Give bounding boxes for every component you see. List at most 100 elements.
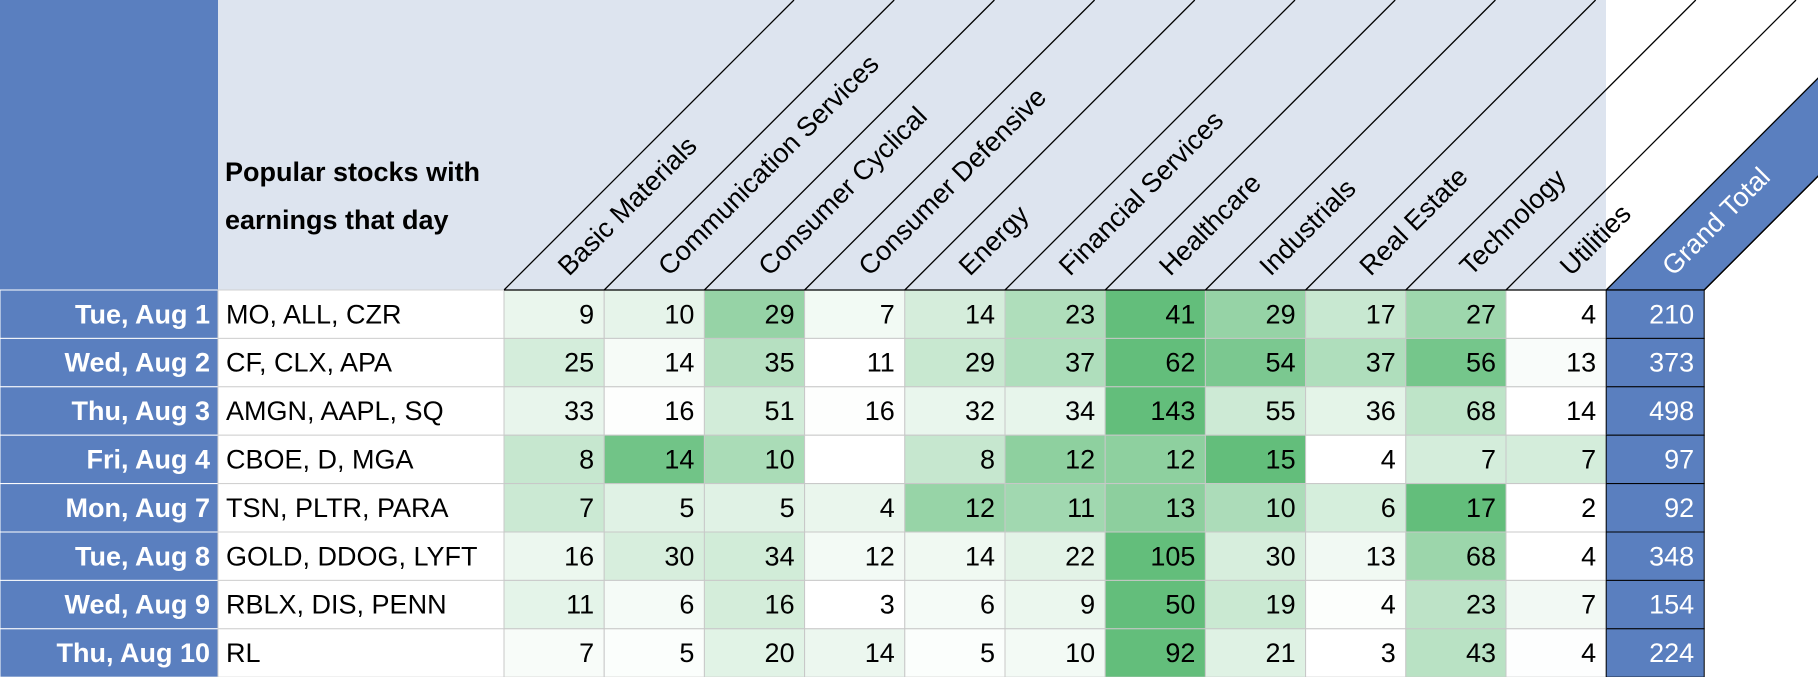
cell-value: 17 bbox=[1466, 493, 1496, 523]
cell-value: 15 bbox=[1266, 445, 1296, 475]
header-background bbox=[218, 0, 1606, 290]
cell-value: 23 bbox=[1065, 299, 1095, 329]
cell-value: 12 bbox=[865, 541, 895, 571]
cell-value: 25 bbox=[564, 348, 594, 378]
header-divider bbox=[904, 0, 1196, 291]
cell-value: 34 bbox=[765, 541, 795, 571]
cell-value: 10 bbox=[1266, 493, 1296, 523]
header-divider bbox=[1405, 0, 1697, 291]
cell-value: 21 bbox=[1266, 638, 1296, 668]
cell-value: 29 bbox=[765, 299, 795, 329]
cell-value: 56 bbox=[1466, 348, 1496, 378]
cell-value: 92 bbox=[1165, 638, 1195, 668]
heat-cell bbox=[1405, 386, 1507, 436]
date: Wed, Aug 2 bbox=[64, 348, 210, 378]
cell-value: 50 bbox=[1165, 590, 1195, 620]
cell-value: 13 bbox=[1366, 541, 1396, 571]
heat-cell bbox=[804, 483, 906, 533]
heat-cell bbox=[804, 434, 906, 485]
cell-value: 17 bbox=[1366, 299, 1396, 329]
heat-cell bbox=[804, 337, 906, 388]
cell-value: 68 bbox=[1466, 396, 1496, 426]
date-cell bbox=[0, 483, 219, 533]
date: Thu, Aug 3 bbox=[72, 396, 210, 426]
header-divider bbox=[1703, 175, 1818, 291]
cell-value: 41 bbox=[1165, 299, 1195, 329]
cell-value: 36 bbox=[1366, 396, 1396, 426]
cell-value: 10 bbox=[1065, 638, 1095, 668]
total-value: 92 bbox=[1664, 493, 1694, 523]
cell-value: 68 bbox=[1466, 541, 1496, 571]
cell-value: 23 bbox=[1466, 590, 1496, 620]
heat-cell bbox=[1004, 289, 1106, 339]
date: Fri, Aug 4 bbox=[86, 445, 210, 475]
cell-value: 14 bbox=[1566, 396, 1596, 426]
cell-value: 4 bbox=[1381, 590, 1396, 620]
heat-cell bbox=[904, 434, 1006, 485]
cell-value: 8 bbox=[579, 445, 594, 475]
stocks: AMGN, AAPL, SQ bbox=[226, 396, 444, 426]
cell-value: 35 bbox=[765, 348, 795, 378]
heat-cell bbox=[804, 386, 906, 436]
heat-cell bbox=[503, 337, 605, 388]
heat-cell bbox=[904, 289, 1006, 339]
cell-value: 13 bbox=[1566, 348, 1596, 378]
heat-cell bbox=[703, 483, 806, 533]
cell-value: 20 bbox=[765, 638, 795, 668]
cell-value: 10 bbox=[664, 299, 694, 329]
total-value: 224 bbox=[1649, 638, 1694, 668]
cell-value: 5 bbox=[780, 493, 795, 523]
cell-value: 54 bbox=[1266, 348, 1296, 378]
date: Mon, Aug 7 bbox=[66, 493, 210, 523]
cell-value: 4 bbox=[880, 493, 895, 523]
heat-cell bbox=[1305, 386, 1407, 436]
cell-value: 11 bbox=[1067, 493, 1095, 523]
cell-value: 14 bbox=[664, 445, 694, 475]
stocks: GOLD, DDOG, LYFT bbox=[226, 541, 478, 571]
heat-cell bbox=[503, 628, 605, 677]
cell-value: 27 bbox=[1466, 299, 1496, 329]
cell-value: 12 bbox=[1165, 445, 1195, 475]
date-cell bbox=[0, 337, 219, 388]
header-divider bbox=[1305, 0, 1597, 291]
cell-value: 4 bbox=[1581, 541, 1596, 571]
cell-value: 7 bbox=[579, 493, 594, 523]
heat-cell bbox=[1505, 628, 1607, 677]
cell-value: 33 bbox=[564, 396, 594, 426]
cell-value: 37 bbox=[1065, 348, 1095, 378]
cell-value: 16 bbox=[865, 396, 895, 426]
heat-cell bbox=[1004, 434, 1106, 485]
heat-cell bbox=[1505, 434, 1607, 485]
cell-value: 30 bbox=[664, 541, 694, 571]
header-divider bbox=[804, 0, 1096, 291]
heat-cell bbox=[1505, 337, 1607, 388]
cell-value: 3 bbox=[1381, 638, 1396, 668]
total-value: 373 bbox=[1649, 348, 1694, 378]
date: Tue, Aug 8 bbox=[75, 541, 210, 571]
cell-value: 9 bbox=[1080, 590, 1095, 620]
cell-value: 37 bbox=[1366, 348, 1396, 378]
heat-cell bbox=[1505, 579, 1607, 630]
date-cell bbox=[0, 289, 219, 339]
heat-cell bbox=[1305, 289, 1407, 339]
stocks-cell bbox=[217, 628, 505, 677]
total-cell bbox=[1605, 579, 1705, 630]
cell-value: 7 bbox=[880, 299, 895, 329]
cell-value: 62 bbox=[1165, 348, 1195, 378]
cell-value: 9 bbox=[579, 299, 594, 329]
stocks-cell bbox=[217, 531, 505, 581]
cell-value: 2 bbox=[1581, 493, 1596, 523]
heat-cell bbox=[603, 386, 705, 436]
heat-cell bbox=[1305, 434, 1407, 485]
heat-cell bbox=[603, 434, 705, 485]
heat-cell bbox=[1204, 386, 1307, 436]
heat-cell bbox=[503, 483, 605, 533]
cell-value: 13 bbox=[1165, 493, 1195, 523]
heat-cell bbox=[603, 579, 705, 630]
heat-cell bbox=[904, 628, 1006, 677]
cell-value: 6 bbox=[679, 590, 694, 620]
heat-cell bbox=[503, 579, 605, 630]
heat-cell bbox=[603, 628, 705, 677]
stocks-cell bbox=[217, 434, 505, 485]
